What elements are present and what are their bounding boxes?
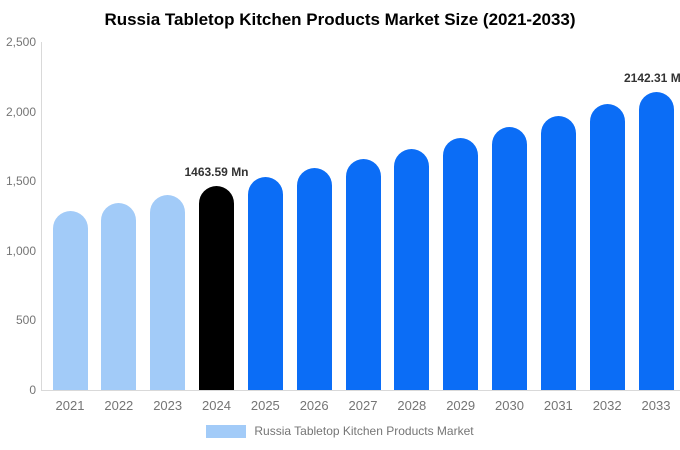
- y-tick-label: 0: [29, 383, 36, 397]
- y-tick-label: 2,500: [5, 35, 36, 49]
- x-axis-label-2033: 2033: [641, 398, 671, 413]
- bar-2029: [443, 138, 479, 390]
- y-tick-label: 1,500: [5, 174, 36, 189]
- chart-title: Russia Tabletop Kitchen Products Market …: [104, 10, 576, 29]
- bar-2030: [492, 127, 527, 390]
- x-axis-label-2023: 2023: [153, 398, 183, 413]
- y-tick-label: 2,000: [5, 104, 36, 119]
- x-axis-label-2021: 2021: [55, 398, 85, 413]
- x-axis-label-2028: 2028: [397, 398, 427, 413]
- bar-2023: [150, 194, 186, 390]
- bar-2025: [247, 177, 283, 390]
- x-axis-label-2024: 2024: [202, 398, 231, 413]
- legend-swatch: [206, 424, 247, 438]
- y-tick-label: 500: [15, 313, 36, 328]
- x-axis-label-2026: 2026: [299, 398, 329, 413]
- y-tick-label: 1,000: [5, 243, 36, 258]
- bar-2031: [540, 116, 576, 390]
- bar-2021: [52, 210, 88, 390]
- data-label-2024: 1463.59 Mn: [184, 165, 249, 180]
- bar-2027: [345, 158, 381, 390]
- bar-2032: [589, 104, 625, 390]
- bar-2028: [394, 148, 430, 390]
- x-axis-label-2027: 2027: [348, 398, 378, 413]
- x-axis-label-2029: 2029: [446, 398, 476, 413]
- data-label-2033: 2142.31 Mn: [623, 70, 680, 85]
- legend: Russia Tabletop Kitchen Products Market: [0, 424, 680, 438]
- legend-label: Russia Tabletop Kitchen Products Market: [254, 424, 474, 438]
- plot-area: 2021 2022 2023 1463.59 Mn 2024 2025 2026 2027 20…: [41, 42, 680, 413]
- x-axis-label-2022: 2022: [104, 398, 134, 413]
- x-axis-label-2031: 2031: [543, 398, 573, 413]
- bar-2033: [638, 91, 674, 390]
- x-axis-label-2030: 2030: [495, 398, 524, 413]
- bar-2024: [199, 186, 234, 390]
- y-axis: 0 500 1,000 1,500 2,000 2,500: [0, 35, 36, 397]
- x-axis-label-2032: 2032: [592, 398, 622, 413]
- x-axis-label-2025: 2025: [250, 398, 280, 413]
- bar-2026: [296, 168, 332, 390]
- bar-2022: [101, 202, 137, 390]
